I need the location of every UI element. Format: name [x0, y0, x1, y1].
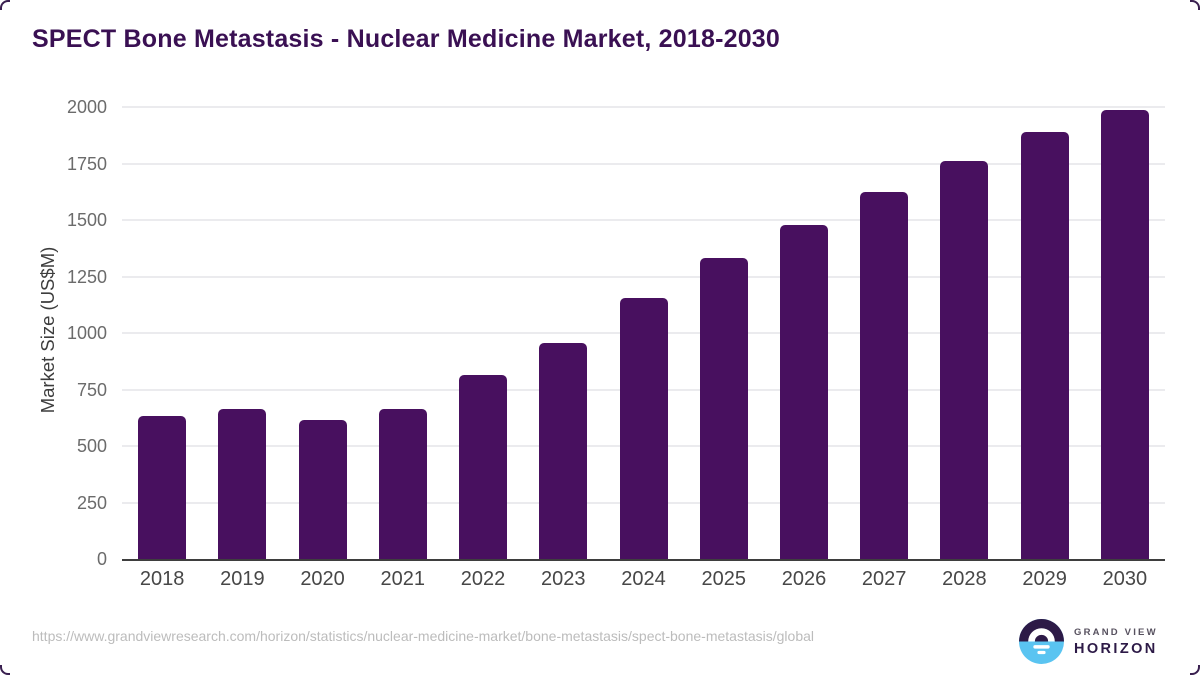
bar-2028 — [940, 160, 989, 559]
bar-2029 — [1020, 132, 1069, 559]
bar-2030 — [1100, 109, 1149, 559]
x-label-2020: 2020 — [300, 568, 345, 590]
logo-brand-name: GRAND VIEW — [1074, 626, 1158, 638]
card-corner-bottom-right — [1190, 665, 1200, 675]
gridline-2000 — [122, 106, 1165, 108]
card-corner-bottom-left — [0, 665, 10, 675]
card-corner-top-left — [0, 0, 10, 10]
x-label-2030: 2030 — [1102, 568, 1148, 590]
y-tick-label-0: 0 — [96, 549, 107, 569]
source-url: https://www.grandviewresearch.com/horizo… — [32, 628, 814, 644]
card-corner-top-right — [1190, 0, 1200, 10]
grand-view-horizon-logo-icon — [1019, 619, 1064, 664]
y-tick-label-2000: 2000 — [66, 97, 107, 117]
bar-2026 — [779, 224, 828, 559]
x-label-2029: 2029 — [1022, 568, 1067, 590]
logo-text: GRAND VIEW HORIZON — [1074, 627, 1158, 657]
x-label-2025: 2025 — [701, 568, 746, 590]
bar-2025 — [699, 257, 748, 559]
y-tick-label-1250: 1250 — [66, 266, 107, 287]
x-label-2021: 2021 — [380, 568, 426, 590]
bar-2027 — [860, 192, 909, 559]
y-tick-label-500: 500 — [76, 436, 107, 456]
bar-2020 — [298, 419, 347, 559]
y-tick-label-1000: 1000 — [66, 323, 107, 343]
grand-view-horizon-logo: GRAND VIEW HORIZON — [1019, 619, 1158, 664]
x-label-2023: 2023 — [541, 568, 586, 590]
x-label-2027: 2027 — [861, 568, 907, 590]
y-tick-label-750: 750 — [76, 379, 107, 400]
x-label-2018: 2018 — [139, 568, 185, 590]
y-tick-label-250: 250 — [76, 492, 107, 513]
bar-2021 — [378, 408, 427, 559]
y-tick-label-1750: 1750 — [66, 153, 107, 174]
x-axis-labels: 2018 2019 2020 2021 2022 2023 2024 2025 2026 2027… — [122, 568, 1165, 594]
x-label-2028: 2028 — [942, 568, 987, 590]
bar-2022 — [459, 375, 508, 559]
x-label-2024: 2024 — [621, 568, 666, 590]
logo-product-name: HORIZON — [1074, 640, 1158, 657]
x-label-2019: 2019 — [220, 568, 265, 590]
x-label-2022: 2022 — [460, 568, 506, 590]
bar-2024 — [619, 297, 668, 559]
bar-2019 — [218, 408, 267, 559]
gridline-1250 — [122, 275, 1165, 278]
plot-area — [122, 106, 1165, 561]
bar-2023 — [539, 342, 588, 559]
y-tick-label-1500: 1500 — [66, 210, 107, 230]
gridline-1750 — [122, 162, 1165, 165]
gridline-1500 — [122, 219, 1165, 221]
bar-2018 — [138, 416, 187, 559]
y-axis-tick-labels: 0 250 500 750 1000 1250 1500 1750 2000 — [0, 97, 107, 569]
x-label-2026: 2026 — [781, 568, 827, 590]
page-title: SPECT Bone Metastasis - Nuclear Medicine… — [32, 25, 781, 53]
